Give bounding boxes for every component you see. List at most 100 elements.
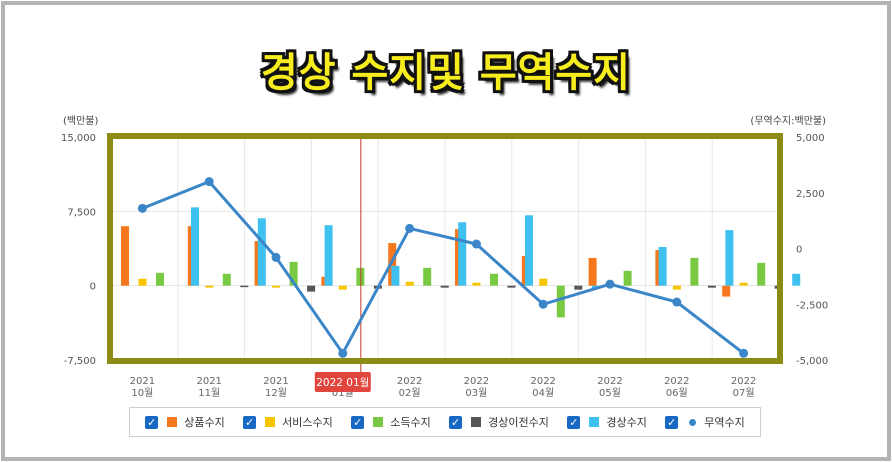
legend-checkbox[interactable]: ✓	[449, 415, 463, 429]
bar-경상이전수지	[574, 285, 583, 290]
line-무역수지	[141, 179, 745, 357]
bar-경상이전수지	[240, 285, 249, 288]
point-무역수지	[204, 177, 214, 187]
legend-label: 경상수지	[606, 416, 647, 429]
bar-소득수지	[690, 257, 699, 286]
bar-경상수지	[725, 230, 734, 286]
x-tick-month: 03월	[465, 387, 487, 399]
x-tick-month: 10월	[131, 387, 153, 399]
x-tick-month: 05월	[599, 387, 621, 399]
bar-소득수지	[222, 273, 231, 286]
x-tick-month: 07월	[733, 387, 755, 399]
x-tick-year: 2021	[263, 376, 288, 387]
point-무역수지	[405, 223, 415, 233]
right-tick-label: 0	[796, 245, 802, 256]
legend-label: 서비스수지	[282, 416, 333, 429]
legend-checkbox[interactable]: ✓	[567, 415, 581, 429]
bar-경상수지	[257, 218, 266, 286]
legend-swatch	[471, 417, 482, 427]
legend-label: 무역수지	[704, 416, 745, 429]
bar-소득수지	[490, 273, 498, 286]
point-무역수지	[605, 279, 615, 289]
point-무역수지	[137, 203, 147, 213]
bar-경상수지	[658, 247, 667, 286]
bar-소득수지	[423, 267, 432, 286]
bar-서비스수지	[205, 285, 214, 288]
legend-checkbox[interactable]: ✓	[351, 415, 365, 429]
x-tick-year: 2022	[530, 376, 555, 387]
x-tick-month: 06월	[666, 387, 688, 399]
legend-label: 상품수지	[184, 416, 225, 429]
x-tick-year: 2022	[664, 376, 689, 387]
bar-상품수지	[388, 243, 397, 286]
right-tick-label: 5,000	[796, 133, 825, 144]
chart-title: 경상 수지및 무역수지	[260, 50, 632, 96]
right-tick-label: 2,500	[796, 189, 825, 200]
legend-item[interactable]: ✓ 무역수지	[665, 414, 745, 430]
bar-경상수지	[792, 273, 801, 286]
right-tick-label: -5,000	[796, 356, 828, 367]
bar-경상이전수지	[507, 285, 516, 288]
highlight-badge-label: 2022 01월	[316, 377, 369, 389]
legend-item[interactable]: ✓ 소득수지	[351, 414, 431, 430]
bar-서비스수지	[739, 282, 748, 286]
legend-item[interactable]: ✓ 상품수지	[145, 414, 225, 430]
bar-경상이전수지	[307, 285, 316, 292]
legend-label: 경상이전수지	[488, 416, 549, 429]
left-tick-label: 7,500	[67, 207, 96, 218]
left-tick-label: -7,500	[64, 356, 96, 367]
x-tick-month: 11월	[198, 387, 220, 399]
bar-경상수지	[191, 207, 199, 286]
point-무역수지	[672, 297, 682, 307]
highlight-badge	[314, 372, 371, 392]
legend-item[interactable]: ✓ 경상이전수지	[449, 414, 549, 430]
bar-상품수지	[121, 226, 129, 286]
bar-경상수지	[525, 215, 533, 286]
right-tick-label: -2,500	[796, 300, 828, 311]
bar-소득수지	[289, 261, 298, 286]
bar-소득수지	[556, 285, 565, 318]
bar-경상이전수지	[440, 285, 449, 288]
bar-경상이전수지	[707, 285, 716, 288]
x-tick-year: 2022	[464, 376, 489, 387]
point-무역수지	[471, 239, 481, 249]
x-tick-month: 12월	[265, 387, 287, 399]
right-axis-label: (무역수지:백만불)	[750, 115, 826, 127]
point-무역수지	[338, 348, 348, 358]
left-tick-label: 15,000	[61, 133, 96, 144]
bar-서비스수지	[138, 278, 147, 286]
x-tick-year: 2022	[397, 376, 422, 387]
x-tick-year: 2022	[731, 376, 756, 387]
legend-swatch	[167, 417, 178, 427]
x-tick-month: 02월	[399, 387, 421, 399]
bar-소득수지	[156, 272, 164, 286]
bar-서비스수지	[472, 282, 481, 286]
legend-checkbox[interactable]: ✓	[243, 415, 257, 429]
legend-checkbox[interactable]: ✓	[665, 415, 679, 429]
x-tick-month: 04월	[532, 387, 554, 399]
legend-swatch	[689, 418, 697, 426]
legend-swatch	[265, 417, 276, 427]
bar-서비스수지	[539, 278, 548, 286]
bar-경상수지	[324, 225, 333, 286]
legend-swatch	[589, 417, 600, 427]
bar-소득수지	[623, 270, 632, 286]
left-tick-label: 0	[90, 282, 96, 293]
legend: ✓ 상품수지 ✓ 서비스수지 ✓ 소득수지 ✓ 경상이전수지 ✓ 경상수지 ✓ 무역수지	[129, 407, 761, 437]
point-무역수지	[271, 252, 281, 262]
bar-상품수지	[722, 285, 731, 297]
bar-경상수지	[458, 222, 467, 286]
legend-checkbox[interactable]: ✓	[145, 415, 159, 429]
bar-상품수지	[588, 257, 597, 286]
bar-경상수지	[391, 265, 400, 286]
legend-item[interactable]: ✓ 경상수지	[567, 414, 647, 430]
bar-서비스수지	[405, 281, 414, 286]
x-tick-year: 2022	[597, 376, 622, 387]
bar-서비스수지	[272, 285, 281, 288]
legend-item[interactable]: ✓ 서비스수지	[243, 414, 333, 430]
point-무역수지	[739, 348, 749, 358]
plot-border	[107, 133, 783, 364]
x-tick-year: 2021	[196, 376, 221, 387]
